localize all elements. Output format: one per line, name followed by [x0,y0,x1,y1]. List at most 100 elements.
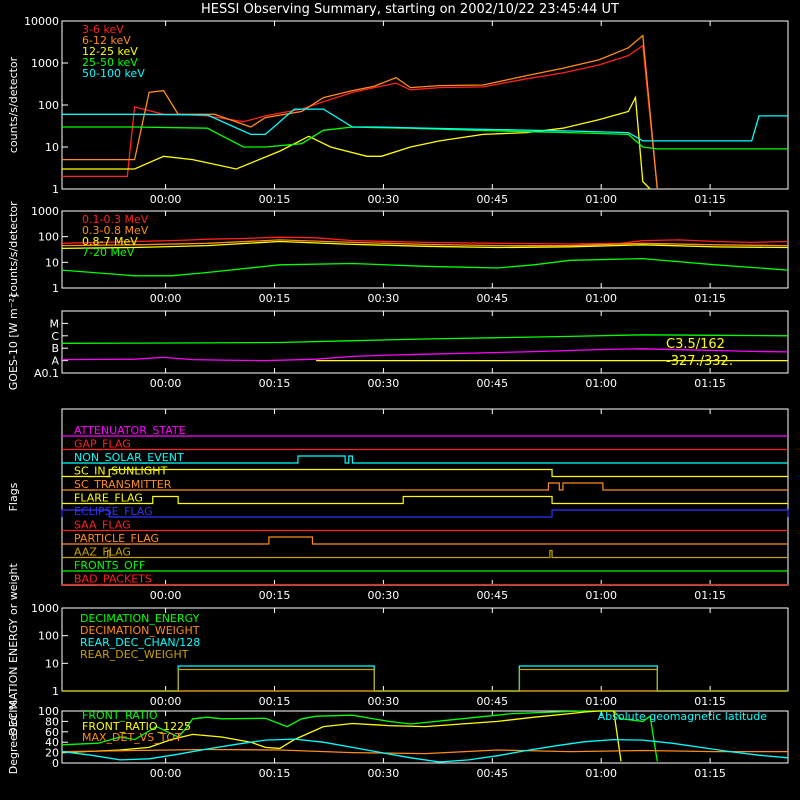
legend-entry: DECIMATION_WEIGHT [80,624,200,637]
series-line-4 [62,108,788,142]
x-tick-label: 00:15 [259,695,291,708]
y-tick-label: 10 [45,256,59,269]
x-tick-label: 00:30 [368,589,400,602]
y-axis-label: GOES-10 [W m⁻²] [7,294,20,390]
series-line-1 [61,348,789,362]
y-axis-label: counts/s/detector [7,56,20,153]
legend-entry: REAR_DEC_WEIGHT [80,648,189,661]
x-tick-label: 00:00 [150,767,182,780]
chart-title: HESSI Observing Summary, starting on 200… [201,2,619,17]
legend-entry: 7-20 MeV [82,246,135,259]
series-line-3 [61,738,789,763]
x-tick-label: 01:15 [694,695,726,708]
flag-line-particle-flag [62,536,788,545]
legend-entry: 25-50 keV [82,56,138,69]
x-tick-label: 00:30 [368,767,400,780]
y-tick-label: 1 [52,183,59,196]
x-tick-label: 01:15 [694,767,726,780]
x-tick-label: 00:00 [150,695,182,708]
series-line-0 [61,334,789,344]
y-tick-label: 1000 [31,205,59,218]
y-tick-label: 0 [52,757,59,770]
legend-entry: 0.8-7 MeV [82,235,138,248]
x-tick-label: 00:15 [259,589,291,602]
y-tick-label: 1000 [31,602,59,615]
legend-entry: 0.1-0.3 MeV [82,213,149,226]
series-line-0 [61,236,789,245]
y-tick-label: 80 [45,715,59,728]
legend-entry: 3-6 keV [82,23,124,36]
flag-label: NON_SOLAR_EVENT [74,451,184,464]
x-tick-label: 01:00 [585,695,617,708]
y-tick-label: 1000 [31,57,59,70]
goes-annotation-class: C3.5/162 [666,337,725,352]
x-tick-label: 01:15 [694,292,726,305]
y-axis-label: counts/s/detector [7,201,20,298]
y-tick-label: 20 [45,747,59,760]
legend-entry: 12-25 keV [82,45,138,58]
x-tick-label: 00:00 [150,292,182,305]
y-tick-label: 100 [38,99,59,112]
x-tick-label: 00:30 [368,377,400,390]
flag-label: ECLIPSE_FLAG [74,505,153,518]
panel-ratios: 00:00 00:15 00:30 00:45 01:00 01:15 Degrees or… [7,700,789,780]
x-tick-label: 00:15 [259,193,291,206]
x-tick-label: 00:00 [150,193,182,206]
flag-label: FRONTS_OFF [74,559,145,572]
flag-line-non-solar-event [62,455,788,464]
series-line-1 [61,239,789,247]
plot-panels: 00:00 00:15 00:30 00:45 01:00 01:15 counts/s/d… [7,15,789,780]
legend-entry: 0.3-0.8 MeV [82,224,149,237]
flag-line-aaz-flag [62,549,788,559]
y-tick-label: A0.1 [34,367,59,380]
y-tick-label: M [50,317,60,330]
legend-entry: 50-100 keV [82,67,145,80]
y-tick-label: 1 [52,282,59,295]
legend-entry: DECIMATION_ENERGY [80,612,200,625]
panel-frame [61,210,789,289]
legend-entry: Absolute geomagnetic latitude [598,710,768,723]
y-tick-label: A [51,355,59,368]
flag-label: SC_TRANSMITTER [74,478,172,491]
panel-goes: 00:00 00:15 00:30 00:45 01:00 01:15 GOES-10 [W… [7,294,789,390]
series-line-3 [62,668,788,692]
flag-line-flare-flag [62,495,788,505]
x-tick-label: 00:30 [368,695,400,708]
y-tick-label: 10000 [24,15,59,28]
flag-label: PARTICLE_FLAG [74,532,159,545]
flag-label: AAZ_FLAG [74,546,131,559]
x-tick-label: 00:45 [476,589,508,602]
legend-entry: FRONT_RATIO [82,709,158,722]
x-tick-label: 01:15 [694,589,726,602]
legend-entry: 6-12 keV [82,34,131,47]
x-tick-label: 00:45 [476,767,508,780]
x-tick-label: 01:00 [585,377,617,390]
flag-label: SAA_FLAG [74,519,131,532]
flag-line-sc-transmitter [62,482,788,491]
x-tick-label: 00:00 [150,377,182,390]
x-tick-label: 00:45 [476,292,508,305]
y-tick-label: 10 [45,657,59,670]
y-tick-label: 100 [38,705,59,718]
series-line-1 [62,34,658,190]
legend-entry: MAX_DET_VS_TOT [82,731,182,744]
panel-decimation: 00:00 00:15 00:30 00:45 01:00 01:15 DECIMATION… [7,562,789,736]
x-tick-label: 01:00 [585,589,617,602]
y-tick-label: B [51,342,59,355]
flag-label: SC_IN_SUNLIGHT [74,465,168,478]
flag-line-eclipse-flag [61,509,789,518]
x-tick-label: 00:15 [259,377,291,390]
y-axis-label: DECIMATION ENERGY or weight [7,562,20,735]
panel-flags: 00:00 00:15 00:30 00:45 01:00 01:15 Flags ATTEN… [7,408,789,602]
flag-label: ATTENUATOR_STATE [74,424,186,437]
x-tick-label: 00:45 [476,377,508,390]
legend-entry: REAR_DEC_CHAN/128 [80,636,200,649]
y-tick-label: 100 [38,231,59,244]
y-tick-label: 1 [52,685,59,698]
y-tick-label: C [51,330,59,343]
series-line-2 [61,748,788,755]
panel-frame [61,310,789,374]
series-line-3 [61,257,789,277]
